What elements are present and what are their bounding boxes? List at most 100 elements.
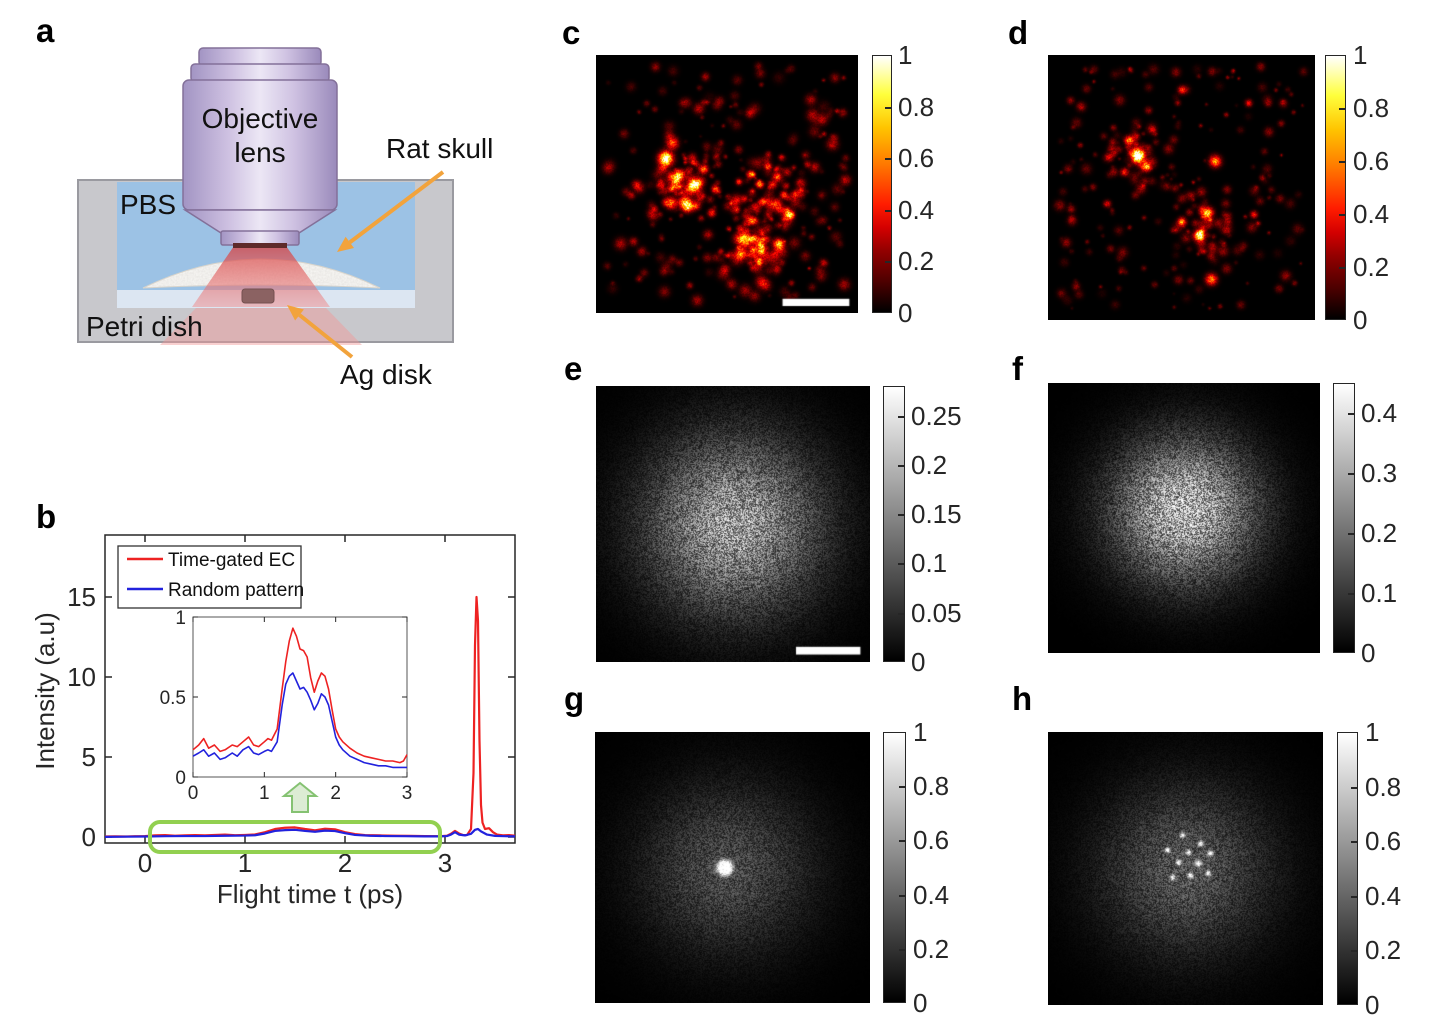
inset-y-tick-label: 1 <box>175 608 186 629</box>
inset-y-tick-label: 0 <box>175 768 186 789</box>
colorbar-labels-g: 0 0.2 0.4 0.6 0.8 1 <box>913 719 993 1016</box>
colorbar-tick-label: 0.1 <box>1361 578 1398 608</box>
panel-letter-c: c <box>562 14 581 51</box>
colorbar-tick-label: 0.6 <box>913 825 950 856</box>
colorbar-tick-mark <box>1351 950 1357 953</box>
colorbar-tick-mark <box>1351 786 1357 789</box>
colorbar-tick-label: 0.2 <box>1361 518 1398 548</box>
colorbar-tick-label: 0.8 <box>898 91 935 122</box>
colorbar-tick-label: 0 <box>1361 638 1376 668</box>
colorbar-labels-e: 0 0.05 0.1 0.15 0.2 0.25 <box>911 386 991 675</box>
colorbar-tick-mark <box>1348 473 1354 475</box>
ag-disk-shape <box>241 288 275 304</box>
panel-letter-h: h <box>1012 680 1033 717</box>
objective-lens <box>182 47 338 248</box>
x-tick-label: 1 <box>238 848 252 878</box>
plot-box <box>104 534 516 844</box>
colorbar-tick-mark <box>1351 895 1357 898</box>
inset-box <box>192 616 408 778</box>
x-tick-label: 0 <box>138 848 152 878</box>
colorbar-tick-label: 0 <box>913 988 928 1018</box>
colorbar-tick-mark <box>898 514 904 517</box>
colorbar-tick-label: 0.2 <box>911 449 948 480</box>
panel-letter-f: f <box>1012 350 1023 387</box>
rat-skull-label: Rat skull <box>386 133 493 164</box>
colorbar-tick-mark <box>1348 413 1354 415</box>
colorbar-tick-label: 0 <box>898 298 913 328</box>
colorbar-tick-label: 0.15 <box>911 499 962 530</box>
colorbar-tick-mark <box>1339 214 1345 216</box>
colorbar-c <box>872 55 892 313</box>
colorbar-tick-mark <box>885 106 891 109</box>
colorbar-tick-label: 0.6 <box>1353 146 1390 176</box>
colorbar-f <box>1333 383 1355 653</box>
setup-schematic: Objective lens PBS Rat skull Petri dish … <box>77 47 493 390</box>
highlight-box <box>148 820 442 854</box>
colorbar-tick-label: 0.05 <box>911 597 962 628</box>
laser-beam-lower <box>160 308 362 345</box>
colorbar-h <box>1337 732 1358 1005</box>
colorbar-tick-label: 0.6 <box>1365 826 1402 857</box>
colorbar-tick-label: 0.8 <box>1353 93 1390 123</box>
objective-lens-label-line1: Objective <box>202 103 319 134</box>
panel-letter-a: a <box>36 12 55 49</box>
colorbar-tick-label: 0.4 <box>898 194 935 225</box>
inset-y-tick-label: 0.5 <box>160 688 186 709</box>
laser-beam-upper <box>192 246 330 307</box>
panel-letter-d: d <box>1008 14 1029 51</box>
colorbar-e <box>883 386 905 662</box>
colorbar-tick-label: 0.2 <box>898 246 935 277</box>
colorbar-tick-mark <box>899 840 905 843</box>
colorbar-tick-label: 0.2 <box>1353 252 1390 282</box>
inset-x-tick-label: 2 <box>330 783 341 804</box>
colorbar-tick-mark <box>898 612 904 615</box>
y-tick-label: 5 <box>82 742 96 772</box>
colorbar-tick-label: 0 <box>911 647 926 677</box>
colorbar-tick-mark <box>1348 593 1354 595</box>
inset-series-line-red <box>192 627 408 764</box>
legend-entry-label: Time-gated EC <box>168 550 295 571</box>
colorbar-tick-label: 0.4 <box>1353 199 1390 229</box>
colorbar-tick-label: 1 <box>913 717 928 747</box>
x-axis-label: Flight time t (ps) <box>217 879 403 909</box>
colorbar-labels-f: 0 0.1 0.2 0.3 0.4 <box>1361 383 1440 666</box>
inset-series-line-blue <box>192 672 407 769</box>
colorbar-tick-mark <box>898 464 904 467</box>
colorbar-tick-label: 0.1 <box>911 548 948 579</box>
colorbar-labels-h: 0 0.2 0.4 0.6 0.8 1 <box>1365 719 1440 1018</box>
y-tick-label: 0 <box>82 822 96 852</box>
colorbar-tick-label: 1 <box>1353 40 1368 70</box>
speckle-image-e <box>596 386 870 662</box>
colorbar-tick-label: 1 <box>1365 717 1380 747</box>
panel-letter-e: e <box>564 350 583 387</box>
colorbar-tick-mark <box>899 948 905 951</box>
x-tick-label: 2 <box>338 848 352 878</box>
colorbar-tick-label: 0 <box>1365 990 1380 1020</box>
colorbar-tick-mark <box>899 786 905 789</box>
colorbar-tick-label: 0.25 <box>911 400 962 431</box>
series-line-blue <box>104 827 516 838</box>
colorbar-tick-label: 0.6 <box>898 143 935 174</box>
speckle-image-f <box>1048 383 1320 653</box>
colorbar-tick-label: 0.3 <box>1361 458 1398 488</box>
petri-dish-label: Petri dish <box>86 311 203 342</box>
legend-entry-label: Random pattern <box>168 580 304 601</box>
inset-x-tick-label: 3 <box>402 783 413 804</box>
panel-letter-g: g <box>564 680 585 717</box>
colorbar-tick-label: 0.2 <box>913 933 950 964</box>
colorbar-tick-label: 0.2 <box>1365 935 1402 966</box>
colorbar-tick-label: 0.8 <box>913 771 950 802</box>
colorbar-tick-mark <box>898 415 904 418</box>
colorbar-tick-mark <box>1351 841 1357 844</box>
y-axis-label: Intensity (a.u) <box>30 612 60 770</box>
zoom-arrow <box>281 781 319 813</box>
colorbar-tick-mark <box>1339 267 1345 269</box>
colorbar-tick-mark <box>1339 108 1345 110</box>
x-tick-label: 3 <box>438 848 452 878</box>
colorbar-tick-mark <box>1339 161 1345 163</box>
colorbar-tick-mark <box>898 563 904 566</box>
colorbar-d <box>1325 55 1346 320</box>
colorbar-tick-mark <box>1348 533 1354 535</box>
colorbar-tick-mark <box>885 158 891 161</box>
focus-image-g <box>595 732 870 1003</box>
